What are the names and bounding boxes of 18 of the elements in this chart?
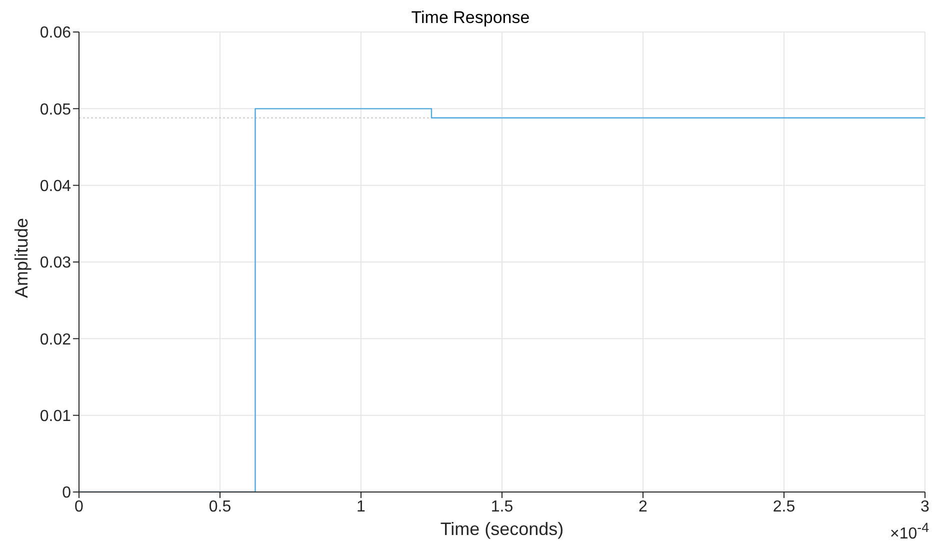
x-tick-label: 0.5 bbox=[208, 498, 232, 516]
x-tick-label: 1.5 bbox=[490, 498, 514, 516]
y-tick-label: 0.01 bbox=[40, 408, 72, 426]
y-tick-label: 0.04 bbox=[40, 178, 72, 196]
x-tick-label: 2.5 bbox=[772, 498, 796, 516]
x-tick-label: 3 bbox=[920, 498, 930, 516]
y-tick-label: 0.02 bbox=[40, 331, 72, 348]
y-axis-title: Amplitude bbox=[12, 218, 32, 298]
x-tick-label: 0 bbox=[74, 498, 84, 516]
x-tick-label: 2 bbox=[638, 498, 648, 516]
y-tick-label: 0.05 bbox=[40, 101, 72, 118]
chart-title: Time Response bbox=[411, 8, 530, 27]
x-tick-label: 1 bbox=[356, 498, 366, 516]
x-axis-title: Time (seconds) bbox=[440, 519, 564, 539]
y-tick-label: 0.03 bbox=[40, 254, 72, 272]
y-tick-label: 0.06 bbox=[40, 24, 72, 42]
text: ×10$^{-4}$ bbox=[890, 520, 929, 544]
y-tick-label: 0 bbox=[62, 484, 72, 502]
